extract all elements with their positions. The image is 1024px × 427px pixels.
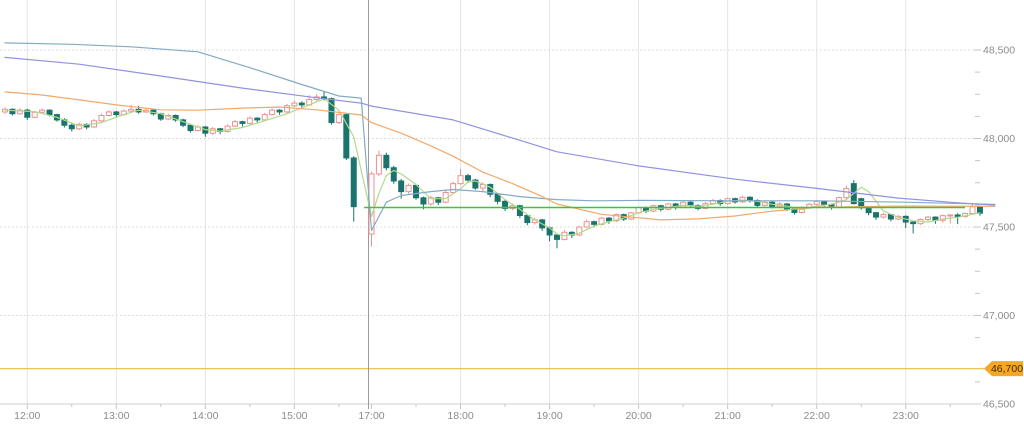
candle-bullish [925, 216, 931, 221]
candle-bearish [343, 114, 350, 159]
candle-bullish [880, 214, 887, 218]
candle-bullish [405, 184, 412, 193]
candle-bullish [583, 221, 590, 228]
candle-bullish [39, 109, 46, 113]
x-axis-label: 14:00 [192, 410, 218, 422]
x-axis-label: 17:00 [358, 410, 384, 422]
candle-bearish [383, 154, 390, 169]
candle-bearish [464, 175, 471, 181]
x-axis-label: 23:00 [893, 410, 919, 422]
candle-bullish [98, 114, 105, 122]
x-axis-label: 18:00 [447, 410, 473, 422]
x-axis-label: 21:00 [715, 410, 741, 422]
candle-bearish [910, 221, 917, 225]
candle-bullish [105, 111, 112, 116]
y-axis-label: 47,500 [983, 222, 1015, 234]
y-axis-label: 47,000 [983, 310, 1015, 322]
candle-bearish [687, 201, 694, 206]
candle-bearish [954, 214, 961, 217]
candle-bullish [224, 125, 231, 132]
candle-bearish [68, 124, 75, 130]
candle-bearish [254, 117, 261, 121]
candle-bullish [246, 117, 253, 124]
candle-bullish [457, 175, 464, 185]
candle-bearish [24, 109, 31, 118]
x-axis-label: 19:00 [536, 410, 562, 422]
candle-bullish [283, 105, 290, 113]
candle-bullish [969, 206, 976, 215]
x-axis-label: 20:00 [625, 410, 651, 422]
candle-bullish [76, 123, 83, 130]
candle-bullish [291, 102, 298, 107]
x-axis-label: 12:00 [14, 410, 40, 422]
y-axis-label: 48,000 [983, 133, 1015, 145]
candle-bearish [472, 179, 479, 189]
candle-bearish [605, 217, 612, 222]
candle-bullish [269, 109, 276, 116]
candle-bearish [435, 197, 442, 203]
candle-bullish [427, 197, 434, 205]
candle-bearish [494, 193, 501, 202]
candle-bearish [298, 102, 305, 106]
candle-bearish [390, 167, 397, 182]
candle-bullish [680, 201, 687, 208]
candle-bullish [128, 108, 135, 112]
x-axis-label: 22:00 [804, 410, 830, 422]
alert-price-badge[interactable] [984, 361, 1023, 377]
candle-bearish [821, 200, 828, 205]
candle-bearish [865, 207, 872, 214]
candle-bullish [232, 121, 239, 127]
candle-bullish [375, 154, 382, 175]
y-axis-label: 48,500 [983, 45, 1015, 57]
ma-mid-steelblue [4, 42, 996, 232]
candle-bearish [413, 184, 420, 199]
candle-bullish [576, 226, 583, 236]
candle-bullish [939, 215, 946, 221]
candle-bearish [276, 109, 283, 113]
candle-bullish [947, 214, 954, 217]
alert-price-badge-label: 46,700 [991, 363, 1023, 375]
candle-bearish [420, 197, 427, 205]
y-axis-label: 46,500 [983, 399, 1015, 411]
candle-bearish [239, 121, 246, 124]
candle-bearish [328, 98, 335, 124]
candle-bullish [843, 188, 850, 199]
candle-bearish [350, 157, 357, 208]
candle-bearish [398, 180, 405, 193]
candle-bullish [665, 203, 672, 210]
ma-slow-orange [4, 91, 996, 221]
candle-bullish [261, 114, 268, 121]
candle-bearish [113, 111, 120, 116]
ma-fast-green [4, 98, 981, 237]
candle-bullish [31, 111, 38, 118]
candle-bearish [554, 234, 560, 240]
candle-bullish [16, 109, 23, 115]
candle-bearish [502, 200, 509, 209]
ma-long-purple [4, 56, 996, 206]
x-axis-label: 13:00 [103, 410, 129, 422]
candle-bearish [873, 212, 880, 218]
candle-bearish [591, 221, 598, 225]
candle-bearish [9, 108, 16, 115]
candle-bullish [813, 200, 820, 205]
candle-bullish [335, 114, 342, 124]
x-axis-label: 15:00 [281, 410, 307, 422]
candle-bearish [187, 124, 194, 132]
candle-bearish [524, 214, 531, 224]
candle-bullish [450, 183, 457, 193]
candle-bullish [613, 214, 620, 222]
candle-bearish [46, 109, 53, 116]
